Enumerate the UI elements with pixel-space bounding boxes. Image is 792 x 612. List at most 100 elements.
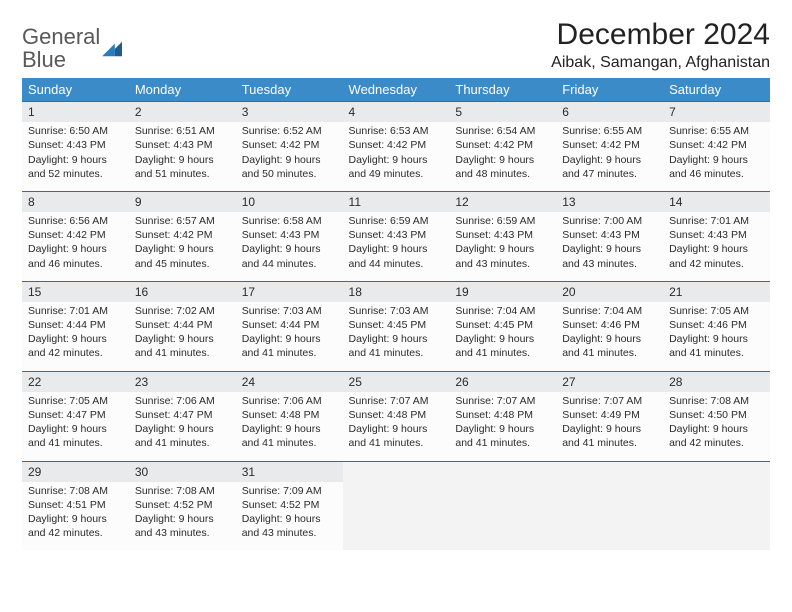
sunset-line: Sunset: 4:51 PM [28, 498, 123, 512]
sunset-line: Sunset: 4:47 PM [135, 408, 230, 422]
day-detail-cell: Sunrise: 6:58 AMSunset: 4:43 PMDaylight:… [236, 212, 343, 281]
sunrise-line: Sunrise: 7:07 AM [562, 394, 657, 408]
daylight-line: Daylight: 9 hours and 46 minutes. [28, 242, 123, 270]
sunset-line: Sunset: 4:43 PM [349, 228, 444, 242]
daylight-line: Daylight: 9 hours and 42 minutes. [669, 422, 764, 450]
day-detail-cell: Sunrise: 7:01 AMSunset: 4:43 PMDaylight:… [663, 212, 770, 281]
sunset-line: Sunset: 4:47 PM [28, 408, 123, 422]
weekday-header: Sunday [22, 78, 129, 102]
day-number-cell: 30 [129, 461, 236, 482]
sunrise-line: Sunrise: 6:53 AM [349, 124, 444, 138]
daylight-line: Daylight: 9 hours and 41 minutes. [455, 332, 550, 360]
day-number-cell: 29 [22, 461, 129, 482]
day-number-cell: 31 [236, 461, 343, 482]
daylight-line: Daylight: 9 hours and 44 minutes. [242, 242, 337, 270]
location-label: Aibak, Samangan, Afghanistan [551, 54, 770, 72]
day-detail-cell: Sunrise: 7:03 AMSunset: 4:45 PMDaylight:… [343, 302, 450, 371]
daylight-line: Daylight: 9 hours and 50 minutes. [242, 153, 337, 181]
day-detail-cell: Sunrise: 7:04 AMSunset: 4:45 PMDaylight:… [449, 302, 556, 371]
sunrise-line: Sunrise: 7:04 AM [562, 304, 657, 318]
daylight-line: Daylight: 9 hours and 41 minutes. [562, 422, 657, 450]
weekday-header-row: SundayMondayTuesdayWednesdayThursdayFrid… [22, 78, 770, 102]
daylight-line: Daylight: 9 hours and 41 minutes. [242, 422, 337, 450]
day-detail-cell: Sunrise: 7:07 AMSunset: 4:49 PMDaylight:… [556, 392, 663, 461]
day-number-cell: 1 [22, 102, 129, 123]
daylight-line: Daylight: 9 hours and 43 minutes. [562, 242, 657, 270]
daylight-line: Daylight: 9 hours and 41 minutes. [455, 422, 550, 450]
sunset-line: Sunset: 4:42 PM [349, 138, 444, 152]
day-detail-cell: Sunrise: 6:59 AMSunset: 4:43 PMDaylight:… [343, 212, 450, 281]
day-detail-cell: Sunrise: 6:50 AMSunset: 4:43 PMDaylight:… [22, 122, 129, 191]
sunrise-line: Sunrise: 6:57 AM [135, 214, 230, 228]
day-detail-cell: Sunrise: 7:09 AMSunset: 4:52 PMDaylight:… [236, 482, 343, 551]
sunset-line: Sunset: 4:42 PM [28, 228, 123, 242]
day-number-cell: 17 [236, 281, 343, 302]
daylight-line: Daylight: 9 hours and 41 minutes. [349, 422, 444, 450]
day-number-cell: 10 [236, 191, 343, 212]
calendar-table: SundayMondayTuesdayWednesdayThursdayFrid… [22, 78, 770, 550]
logo-triangle-icon [102, 40, 124, 58]
sunset-line: Sunset: 4:45 PM [455, 318, 550, 332]
sunrise-line: Sunrise: 6:59 AM [349, 214, 444, 228]
day-content-row: Sunrise: 6:56 AMSunset: 4:42 PMDaylight:… [22, 212, 770, 281]
day-detail-cell: Sunrise: 7:08 AMSunset: 4:50 PMDaylight:… [663, 392, 770, 461]
day-content-row: Sunrise: 7:01 AMSunset: 4:44 PMDaylight:… [22, 302, 770, 371]
day-number-cell: 16 [129, 281, 236, 302]
day-detail-cell: Sunrise: 7:00 AMSunset: 4:43 PMDaylight:… [556, 212, 663, 281]
month-title: December 2024 [551, 18, 770, 52]
sunrise-line: Sunrise: 7:08 AM [669, 394, 764, 408]
sunrise-line: Sunrise: 7:08 AM [28, 484, 123, 498]
weekday-header: Wednesday [343, 78, 450, 102]
sunset-line: Sunset: 4:42 PM [135, 228, 230, 242]
sunrise-line: Sunrise: 6:51 AM [135, 124, 230, 138]
day-number-cell: 14 [663, 191, 770, 212]
day-number-cell: 28 [663, 371, 770, 392]
sunrise-line: Sunrise: 6:55 AM [669, 124, 764, 138]
day-number-cell: 12 [449, 191, 556, 212]
sunrise-line: Sunrise: 7:06 AM [135, 394, 230, 408]
day-number-row: 15161718192021 [22, 281, 770, 302]
day-number-cell: 11 [343, 191, 450, 212]
day-detail-cell: Sunrise: 6:52 AMSunset: 4:42 PMDaylight:… [236, 122, 343, 191]
daylight-line: Daylight: 9 hours and 41 minutes. [562, 332, 657, 360]
day-detail-cell: Sunrise: 6:57 AMSunset: 4:42 PMDaylight:… [129, 212, 236, 281]
day-number-cell: 23 [129, 371, 236, 392]
sunset-line: Sunset: 4:46 PM [669, 318, 764, 332]
daylight-line: Daylight: 9 hours and 44 minutes. [349, 242, 444, 270]
sunset-line: Sunset: 4:52 PM [242, 498, 337, 512]
sunrise-line: Sunrise: 7:07 AM [349, 394, 444, 408]
day-number-cell: 7 [663, 102, 770, 123]
daylight-line: Daylight: 9 hours and 51 minutes. [135, 153, 230, 181]
day-detail-cell: Sunrise: 7:05 AMSunset: 4:47 PMDaylight:… [22, 392, 129, 461]
daylight-line: Daylight: 9 hours and 43 minutes. [242, 512, 337, 540]
sunset-line: Sunset: 4:42 PM [242, 138, 337, 152]
logo-word-blue: Blue [22, 47, 66, 72]
day-detail-cell: Sunrise: 7:03 AMSunset: 4:44 PMDaylight:… [236, 302, 343, 371]
day-number-row: 293031 [22, 461, 770, 482]
sunrise-line: Sunrise: 7:04 AM [455, 304, 550, 318]
day-number-cell: 19 [449, 281, 556, 302]
sunset-line: Sunset: 4:46 PM [562, 318, 657, 332]
daylight-line: Daylight: 9 hours and 47 minutes. [562, 153, 657, 181]
empty-cell [663, 482, 770, 551]
day-detail-cell: Sunrise: 7:02 AMSunset: 4:44 PMDaylight:… [129, 302, 236, 371]
daylight-line: Daylight: 9 hours and 41 minutes. [135, 332, 230, 360]
day-detail-cell: Sunrise: 6:51 AMSunset: 4:43 PMDaylight:… [129, 122, 236, 191]
sunrise-line: Sunrise: 7:07 AM [455, 394, 550, 408]
weekday-header: Tuesday [236, 78, 343, 102]
day-detail-cell: Sunrise: 6:56 AMSunset: 4:42 PMDaylight:… [22, 212, 129, 281]
sunset-line: Sunset: 4:44 PM [135, 318, 230, 332]
day-number-row: 891011121314 [22, 191, 770, 212]
day-detail-cell: Sunrise: 6:54 AMSunset: 4:42 PMDaylight:… [449, 122, 556, 191]
weekday-header: Monday [129, 78, 236, 102]
daylight-line: Daylight: 9 hours and 42 minutes. [669, 242, 764, 270]
sunrise-line: Sunrise: 7:03 AM [242, 304, 337, 318]
sunset-line: Sunset: 4:43 PM [135, 138, 230, 152]
day-content-row: Sunrise: 7:08 AMSunset: 4:51 PM Daylight:… [22, 482, 770, 551]
empty-cell [556, 482, 663, 551]
sunset-line: Sunset: 4:49 PM [562, 408, 657, 422]
sunset-line: Sunset: 4:43 PM [455, 228, 550, 242]
page-header: General Blue December 2024 Aibak, Samang… [22, 18, 770, 72]
day-content-row: Sunrise: 6:50 AMSunset: 4:43 PMDaylight:… [22, 122, 770, 191]
daylight-line: Daylight: 9 hours and 52 minutes. [28, 153, 123, 181]
